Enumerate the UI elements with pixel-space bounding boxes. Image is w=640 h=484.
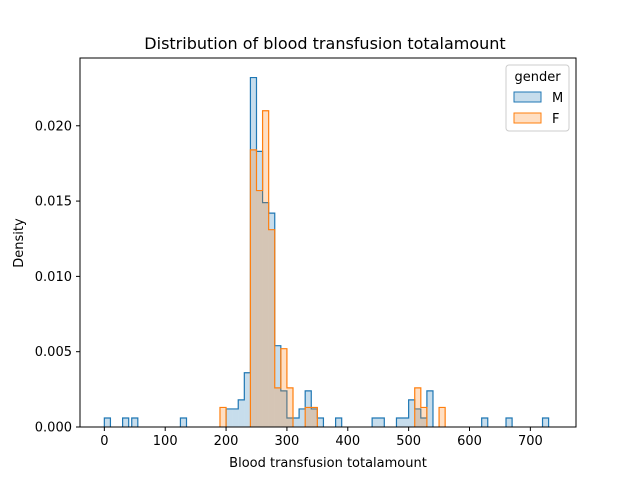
x-tick-label: 400 bbox=[335, 434, 360, 449]
y-axis: 0.000 0.005 0.010 0.015 0.020 bbox=[35, 119, 80, 436]
x-tick-label: 100 bbox=[153, 434, 178, 449]
chart-title: Distribution of blood transfusion totala… bbox=[144, 34, 505, 53]
bar-f-11 bbox=[420, 407, 427, 427]
legend: gender M F bbox=[505, 64, 570, 132]
bar-f-9 bbox=[311, 407, 318, 427]
bar-m-30 bbox=[506, 417, 513, 427]
legend-swatch-f bbox=[513, 112, 542, 124]
x-tick-label: 700 bbox=[518, 434, 543, 449]
bar-m-3 bbox=[180, 417, 187, 427]
bar-f-2 bbox=[256, 190, 263, 427]
bar-m-24 bbox=[402, 417, 409, 427]
series-f bbox=[219, 110, 446, 427]
bar-f-8 bbox=[305, 407, 312, 427]
bar-m-27 bbox=[420, 417, 427, 427]
bar-m-7 bbox=[244, 372, 251, 427]
bar-f-12 bbox=[439, 407, 446, 427]
x-tick-label: 500 bbox=[396, 434, 421, 449]
outline-m bbox=[103, 76, 550, 427]
bar-m-12 bbox=[274, 345, 281, 427]
bar-m-11 bbox=[268, 213, 275, 427]
bar-m-31 bbox=[542, 417, 549, 427]
plot-frame bbox=[79, 57, 577, 428]
y-tick-label: 0.010 bbox=[35, 270, 72, 285]
bar-m-22 bbox=[378, 417, 385, 427]
bar-f-4 bbox=[268, 229, 275, 427]
outline-f bbox=[219, 110, 446, 427]
y-tick-label: 0.020 bbox=[35, 119, 72, 134]
bar-m-25 bbox=[408, 399, 415, 427]
legend-label-m: M bbox=[552, 91, 563, 106]
legend-swatch-m bbox=[513, 91, 542, 103]
legend-frame bbox=[505, 64, 570, 132]
bar-f-7 bbox=[286, 387, 294, 427]
bar-m-29 bbox=[481, 417, 488, 427]
bar-f-1 bbox=[250, 149, 257, 427]
bar-m-2 bbox=[131, 417, 138, 427]
bar-m-1 bbox=[122, 417, 129, 427]
legend-label-f: F bbox=[552, 112, 559, 127]
bar-m-5 bbox=[232, 408, 239, 427]
bar-m-15 bbox=[293, 417, 300, 427]
bar-f-0 bbox=[219, 407, 227, 427]
x-axis-label: Blood transfusion totalamount bbox=[229, 456, 427, 471]
bar-m-26 bbox=[414, 408, 421, 427]
y-tick-label: 0.000 bbox=[35, 421, 72, 436]
x-tick-label: 0 bbox=[100, 434, 108, 449]
bar-m-9 bbox=[256, 151, 263, 428]
bar-m-17 bbox=[305, 390, 312, 427]
y-tick-label: 0.005 bbox=[35, 345, 72, 360]
legend-title: gender bbox=[514, 70, 561, 85]
bar-f-5 bbox=[274, 387, 281, 427]
bar-f-6 bbox=[280, 348, 287, 427]
bar-m-4 bbox=[226, 408, 233, 427]
bar-m-14 bbox=[286, 417, 294, 427]
x-tick-label: 300 bbox=[275, 434, 300, 449]
bar-m-10 bbox=[262, 202, 269, 427]
bar-m-18 bbox=[311, 408, 318, 427]
x-tick-label: 600 bbox=[457, 434, 482, 449]
bar-m-6 bbox=[238, 399, 245, 427]
bar-m-13 bbox=[280, 390, 287, 427]
bars-layer bbox=[103, 76, 550, 428]
bar-m-20 bbox=[335, 417, 342, 427]
bar-m-0 bbox=[104, 417, 111, 427]
bar-m-16 bbox=[299, 408, 306, 427]
bar-m-28 bbox=[426, 390, 433, 427]
series-m bbox=[103, 76, 550, 428]
x-axis: 0 100 200 300 400 500 600 700 bbox=[100, 427, 543, 449]
bar-f-10 bbox=[414, 387, 421, 427]
bar-m-23 bbox=[396, 417, 403, 427]
x-tick-label: 200 bbox=[214, 434, 239, 449]
bar-m-21 bbox=[372, 417, 379, 427]
bar-m-8 bbox=[250, 77, 257, 427]
bar-f-3 bbox=[262, 110, 269, 427]
y-tick-label: 0.015 bbox=[35, 195, 72, 210]
y-axis-label: Density bbox=[12, 218, 27, 268]
bar-m-19 bbox=[317, 417, 324, 427]
